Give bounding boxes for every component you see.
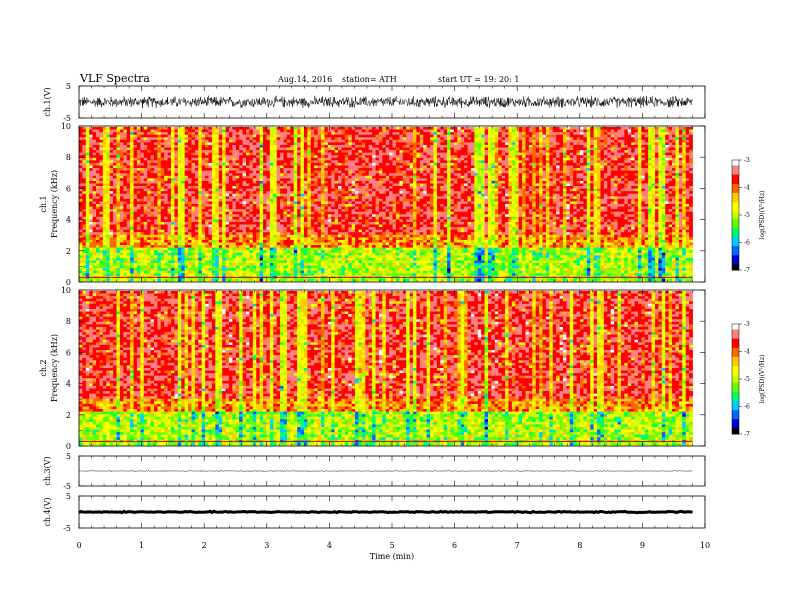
colorbar-tick-label: -6 [744, 240, 750, 247]
x-tick-label: 9 [640, 541, 645, 550]
y-axis-label: ch.4(V) [43, 497, 52, 526]
x-tick-label: 1 [139, 541, 144, 550]
x-axis-label: Time (min) [370, 552, 414, 561]
y-tick-label: 5 [66, 452, 71, 461]
waveform-line-3 [79, 470, 693, 473]
x-tick-label: 10 [700, 541, 710, 550]
colorbar-label: log(PSD)(V²/Hz) [759, 191, 766, 240]
y-axis-label-channel: ch.2 [39, 359, 48, 376]
x-tick-label: 6 [452, 541, 457, 550]
colorbar-2 [732, 324, 739, 435]
colorbar-tick-label: -3 [744, 321, 750, 328]
y-tick-label: 5 [66, 82, 71, 91]
colorbar-1 [732, 160, 739, 271]
y-tick-label: 5 [66, 492, 71, 501]
colorbar-tick-label: -6 [744, 404, 750, 411]
y-tick-label: 8 [66, 153, 71, 162]
start-ut-label: start UT = 19: 20: 1 [438, 75, 519, 84]
x-tick-label: 8 [577, 541, 582, 550]
y-tick-label: 10 [61, 286, 71, 295]
station-label: station= ATH [342, 75, 397, 84]
spectrogram-1 [79, 127, 693, 282]
y-tick-label: 10 [61, 122, 71, 131]
colorbar-tick-label: -7 [744, 431, 750, 438]
y-tick-label: 0 [66, 278, 71, 287]
x-tick-label: 0 [76, 541, 81, 550]
x-tick-label: 3 [264, 541, 269, 550]
colorbar-tick-label: -7 [744, 267, 750, 274]
y-tick-label: -5 [63, 524, 71, 533]
colorbar-tick-label: -4 [744, 185, 750, 192]
colorbar-tick-label: -5 [744, 376, 750, 383]
y-axis-label-channel: ch.1 [39, 195, 48, 212]
x-tick-label: 4 [327, 541, 332, 550]
y-tick-label: 6 [66, 184, 71, 193]
y-axis-label: ch.3(V) [43, 456, 52, 485]
y-tick-label: 0 [66, 442, 71, 451]
x-tick-label: 5 [389, 541, 394, 550]
y-tick-label: 2 [66, 411, 71, 420]
colorbar-tick-label: -5 [744, 212, 750, 219]
x-tick-label: 2 [202, 541, 207, 550]
chart-title: VLF Spectra [80, 72, 150, 85]
spectrogram-2 [79, 291, 693, 446]
y-axis-label-frequency: Frequency (kHz) [50, 170, 59, 238]
x-tick-label: 7 [515, 541, 520, 550]
y-tick-label: 6 [66, 348, 71, 357]
colorbar-tick-label: -3 [744, 157, 750, 164]
y-tick-label: -5 [63, 114, 71, 123]
y-tick-label: 8 [66, 317, 71, 326]
waveform-line-4 [78, 509, 693, 515]
y-axis-label: ch.1(V) [43, 87, 52, 116]
y-tick-label: 4 [66, 216, 71, 225]
y-axis-label-frequency: Frequency (kHz) [50, 334, 59, 402]
y-tick-label: 2 [66, 247, 71, 256]
y-tick-label: -5 [63, 482, 71, 491]
colorbar-label: log(PSD)(V²/Hz) [759, 355, 766, 404]
date-label: Aug.14, 2016 [278, 75, 332, 84]
colorbar-tick-label: -4 [744, 349, 750, 356]
y-tick-label: 4 [66, 380, 71, 389]
waveform-line-0 [78, 95, 693, 109]
